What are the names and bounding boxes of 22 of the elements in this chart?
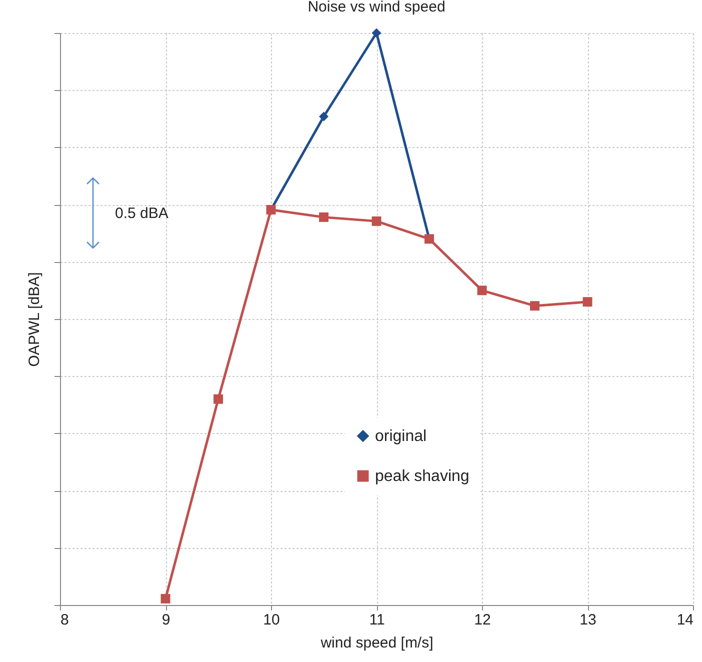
x-tick-label: 13 xyxy=(580,612,596,628)
point xyxy=(372,28,382,38)
legend-label: peak shaving xyxy=(375,468,470,485)
legend-label: original xyxy=(375,428,427,445)
point xyxy=(319,212,328,222)
x-tick-label: 8 xyxy=(60,612,69,628)
point xyxy=(319,112,328,122)
point xyxy=(160,594,170,604)
x-tick-label: 10 xyxy=(263,612,280,628)
point xyxy=(530,301,540,311)
chart-title: Noise vs wind speed xyxy=(308,0,446,16)
point xyxy=(372,216,382,226)
annotation: 0.5 dBA xyxy=(115,205,168,222)
x-tick-label: 12 xyxy=(474,612,491,628)
x-axis-title: wind speed [m/s] xyxy=(320,634,434,652)
x-tick-label: 14 xyxy=(676,612,694,628)
y-axis-title: OAPWL [dBA] xyxy=(26,272,43,367)
point xyxy=(477,286,487,296)
x-tick-label: 11 xyxy=(369,612,385,628)
point xyxy=(582,297,592,307)
x-tick-label: 9 xyxy=(162,612,170,628)
point xyxy=(214,394,223,404)
